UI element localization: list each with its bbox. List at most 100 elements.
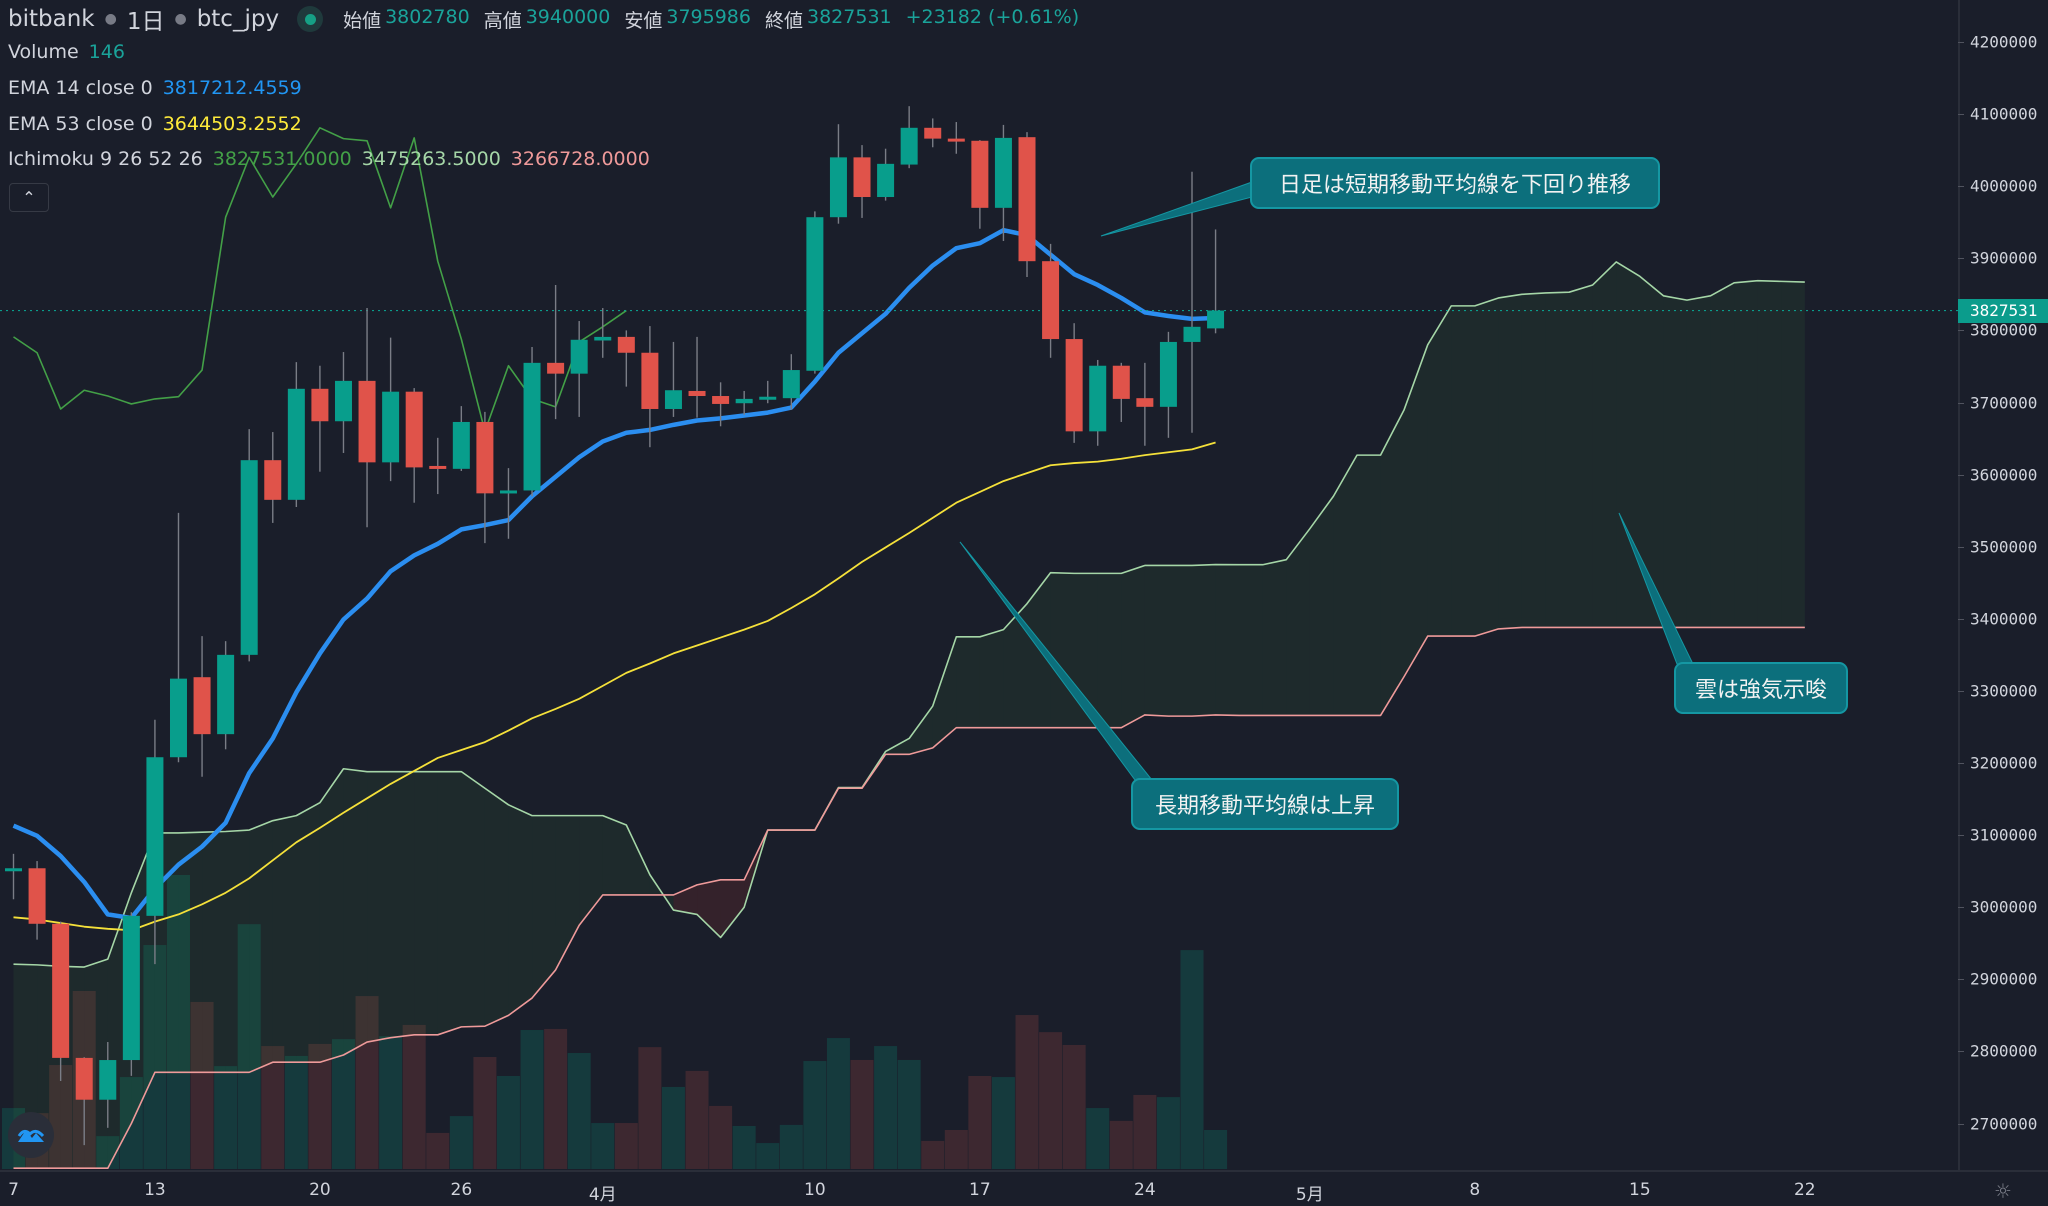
- candle-body: [664, 390, 682, 409]
- volume-bar: [850, 1059, 874, 1169]
- volume-bar: [449, 1116, 473, 1169]
- volume-bar: [96, 1136, 120, 1169]
- price-tick: [1958, 402, 1964, 404]
- time-tick-label: 13: [144, 1180, 166, 1200]
- volume-bar: [1015, 1015, 1039, 1169]
- ichimoku-cloud-segment: [1404, 344, 1428, 677]
- collapse-legend-button[interactable]: ⌃: [9, 183, 49, 212]
- candle-body: [570, 339, 588, 374]
- candle-body: [5, 868, 22, 872]
- volume-bar: [284, 1055, 308, 1169]
- ichimoku-cloud-segment: [437, 771, 462, 1035]
- time-tick-label: 8: [1469, 1180, 1481, 1200]
- volume-bar: [166, 875, 190, 1169]
- ohlc-values: 始値 3802780 高値 3940000 安値 3795986 終値 3827531 …: [343, 6, 1089, 33]
- price-tick-label: 3900000: [1970, 248, 2038, 268]
- price-tick-label: 3000000: [1970, 897, 2038, 917]
- chevron-up-icon: ⌃: [22, 188, 36, 207]
- volume-bar: [426, 1132, 450, 1169]
- price-tick: [1958, 1051, 1964, 1053]
- volume-bar: [921, 1140, 945, 1169]
- candle-body: [1112, 365, 1130, 399]
- volume-value: 146: [88, 41, 125, 63]
- tradingview-logo[interactable]: [8, 1112, 54, 1158]
- ichimoku-cloud-segment: [225, 830, 250, 1073]
- volume-bar: [803, 1061, 827, 1169]
- candle-body: [641, 352, 659, 409]
- ichimoku-cloud-segment: [1498, 294, 1522, 629]
- annotation-text: 雲は強気示唆: [1694, 678, 1827, 703]
- ichimoku-cloud-segment: [909, 706, 933, 755]
- candle-body: [1207, 310, 1225, 329]
- time-tick-label: 5月: [1295, 1185, 1324, 1205]
- volume-bar: [1062, 1044, 1086, 1169]
- legend-ema53[interactable]: EMA 53 close 0 3644503.2552: [8, 113, 302, 135]
- candle-body: [287, 388, 305, 500]
- change-value: +23182 (+0.61%): [905, 5, 1080, 28]
- legend-ema14[interactable]: EMA 14 close 0 3817212.4559: [8, 77, 302, 99]
- annotation-short-ema[interactable]: 日足は短期移動平均線を下回り推移: [1250, 157, 1660, 209]
- candle-body: [146, 757, 164, 916]
- ichimoku-cloud-segment: [296, 802, 320, 1063]
- time-tick-label: 20: [309, 1180, 331, 1200]
- volume-bar: [1133, 1094, 1157, 1169]
- legend-ichimoku[interactable]: Ichimoku 9 26 52 26 3827531.0000 3475263…: [8, 148, 650, 170]
- ichimoku-cloud-segment: [178, 832, 203, 1073]
- time-tick-label: 17: [969, 1180, 991, 1200]
- candle-body: [688, 390, 706, 397]
- price-tick: [1958, 258, 1964, 260]
- candle-body: [311, 388, 329, 422]
- ichimoku-span-b-line: [13, 626, 1805, 1170]
- volume-bar: [473, 1057, 497, 1169]
- ema53-label: EMA 53 close 0: [8, 113, 153, 135]
- price-axis[interactable]: [1958, 0, 2048, 1170]
- price-tick: [1958, 546, 1964, 548]
- annotation-cloud[interactable]: 雲は強気示唆: [1674, 662, 1848, 714]
- candle-body: [28, 868, 46, 924]
- volume-bar: [661, 1086, 685, 1169]
- ichimoku-cloud-segment: [84, 959, 108, 1169]
- candle-body: [806, 217, 824, 371]
- ichimoku-cloud-segment: [1474, 297, 1499, 637]
- ichimoku-cloud-segment: [461, 771, 485, 1027]
- candle-body: [1136, 398, 1154, 407]
- symbol-label[interactable]: btc_jpy: [196, 6, 280, 32]
- candle-body: [405, 391, 423, 468]
- ichimoku-cloud-segment: [1781, 281, 1805, 628]
- ichimoku-cloud-segment: [1639, 276, 1664, 628]
- ichimoku-cloud-segment: [1050, 572, 1075, 728]
- price-tick-label: 3700000: [1970, 393, 2038, 412]
- settings-gear-icon[interactable]: ☼: [1994, 1179, 2012, 1203]
- legend-volume[interactable]: Volume 146: [8, 41, 125, 63]
- ichimoku-cloud-segment: [720, 879, 745, 938]
- exchange-name[interactable]: bitbank: [8, 6, 95, 32]
- price-tick: [1958, 1123, 1964, 1125]
- candle-body: [924, 127, 942, 139]
- high-label: 高値: [483, 9, 522, 32]
- interval-label[interactable]: 1日: [126, 9, 165, 35]
- candle-body: [735, 398, 753, 404]
- volume-bar: [214, 1066, 238, 1169]
- candle-body: [1089, 365, 1107, 432]
- volume-bar: [897, 1059, 921, 1169]
- annotation-long-ema[interactable]: 長期移動平均線は上昇: [1131, 778, 1399, 830]
- ichimoku-cloud-segment: [249, 820, 273, 1073]
- ichimoku-cloud-segment: [1592, 261, 1617, 628]
- ichimoku-cloud-segment: [1286, 528, 1310, 716]
- ichimoku-label: Ichimoku 9 26 52 26: [8, 148, 203, 170]
- price-tick-label: 3200000: [1970, 753, 2038, 773]
- ichimoku-cloud-segment: [272, 815, 297, 1063]
- ichimoku-cloud-segment: [1710, 282, 1735, 628]
- volume-bar: [732, 1125, 756, 1169]
- volume-bar: [944, 1129, 968, 1169]
- price-tick-label: 4000000: [1970, 176, 2038, 196]
- price-tick: [1958, 114, 1964, 116]
- candle-body: [994, 137, 1012, 208]
- price-chart[interactable]: [0, 0, 1958, 1170]
- candle-body: [334, 380, 352, 422]
- ichimoku-cloud-segment: [956, 636, 980, 728]
- candle-body: [1159, 341, 1177, 407]
- price-tick-label: 3100000: [1970, 825, 2038, 845]
- ichimoku-cloud-segment: [602, 815, 627, 895]
- time-axis[interactable]: [0, 1170, 2048, 1206]
